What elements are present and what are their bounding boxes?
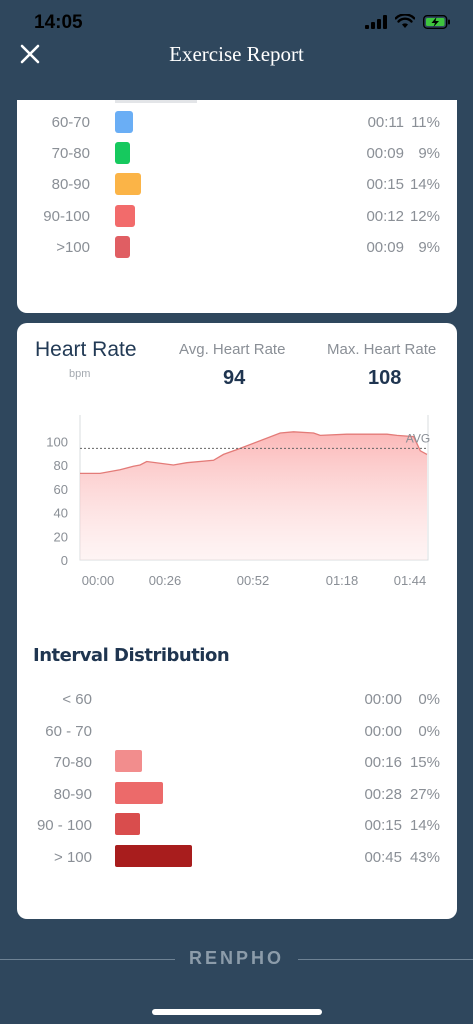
zone-time: 00:11: [367, 114, 404, 131]
zone-time: 00:12: [366, 208, 404, 225]
distribution-time: 00:45: [364, 848, 402, 866]
nav-bar: Exercise Report: [0, 34, 473, 74]
status-icons: [365, 14, 451, 29]
zone-label: 80-90: [51, 176, 90, 193]
zone-color-swatch: [115, 142, 130, 164]
distribution-time: 00:00: [364, 722, 402, 740]
y-tick-label: 80: [54, 458, 68, 473]
zone-label: 70-80: [51, 145, 90, 162]
zone-row: 90-100 00:12 12%: [17, 205, 457, 229]
zone-percent: 14%: [409, 176, 440, 193]
y-tick-label: 40: [54, 506, 68, 521]
zone-color-swatch: [115, 236, 130, 258]
heart-rate-title: Heart Rate: [35, 338, 137, 361]
cellular-signal-icon: [365, 14, 387, 29]
heart-rate-line: [80, 431, 428, 475]
footer-divider-left: [0, 959, 175, 960]
zone-label: 90-100: [43, 208, 90, 225]
distribution-percent: 27%: [409, 785, 440, 803]
avg-heart-rate-label: Avg. Heart Rate: [179, 341, 286, 358]
distribution-row: 90 - 100 00:15 14%: [17, 813, 457, 839]
zone-time: 00:09: [366, 239, 404, 256]
y-tick-label: 20: [54, 529, 68, 544]
distribution-label: 80-90: [53, 785, 92, 803]
close-icon: [20, 44, 40, 64]
heart-rate-chart: 100 80 60 40 20 0 00:00 00:26 00:52 01:18 01:44 AV…: [46, 415, 430, 588]
footer-divider-right: [298, 959, 473, 960]
heart-rate-area: [80, 431, 427, 560]
zone-percent: 11%: [411, 114, 440, 131]
home-indicator[interactable]: [152, 1009, 322, 1015]
distribution-bar: [115, 781, 163, 804]
distribution-row: > 100 00:45 43%: [17, 844, 457, 871]
interval-distribution-title: Interval Distribution: [33, 645, 230, 666]
divider: [115, 100, 197, 103]
wifi-icon: [395, 14, 415, 28]
zone-label: >100: [56, 239, 90, 256]
heart-rate-unit: bpm: [69, 368, 91, 380]
status-bar: 14:05: [0, 0, 473, 44]
max-heart-rate-value: 108: [368, 367, 402, 389]
zone-color-swatch: [115, 205, 135, 227]
close-button[interactable]: [18, 42, 42, 66]
distribution-row: 80-90 00:28 27%: [17, 781, 457, 808]
zone-time: 00:15: [366, 176, 404, 193]
zone-percent: 12%: [409, 208, 440, 225]
zone-percent: 9%: [418, 239, 440, 256]
zone-color-swatch: [115, 173, 141, 195]
heart-rate-card: Heart Rate bpm Avg. Heart Rate 94 Max. H…: [17, 323, 457, 919]
distribution-label: < 60: [62, 691, 92, 708]
distribution-row: < 60 00:00 0%: [17, 687, 457, 713]
distribution-row: 60 - 70 00:00 0%: [17, 719, 457, 745]
distribution-label: 60 - 70: [45, 722, 92, 740]
x-tick-label: 00:52: [237, 573, 270, 588]
distribution-percent: 14%: [409, 817, 440, 834]
distribution-time: 00:16: [364, 754, 402, 771]
avg-line-label: AVG: [406, 431, 430, 445]
battery-charging-icon: [423, 14, 450, 29]
y-tick-label: 100: [46, 434, 68, 449]
distribution-label: 70-80: [53, 754, 92, 771]
x-tick-label: 00:26: [149, 573, 182, 588]
distribution-bar: [115, 750, 142, 772]
status-time: 14:05: [34, 12, 83, 33]
distribution-label: 90 - 100: [36, 817, 92, 834]
zone-summary-card: 60-70 00:11 11% 70-80 00:09 9% 80-90 00:15 14% 90…: [17, 100, 457, 313]
distribution-bar: [115, 813, 140, 835]
distribution-time: 00:28: [364, 785, 402, 803]
distribution-row: 70-80 00:16 15%: [17, 750, 457, 776]
zone-row: 70-80 00:09 9%: [17, 142, 457, 166]
distribution-time: 00:00: [364, 691, 402, 708]
zone-percent: 9%: [418, 145, 440, 162]
zone-time: 00:09: [366, 145, 404, 162]
zone-label: 60-70: [51, 114, 90, 131]
distribution-percent: 0%: [418, 691, 440, 708]
max-heart-rate-label: Max. Heart Rate: [327, 341, 437, 358]
y-tick-label: 60: [54, 482, 68, 497]
avg-heart-rate-value: 94: [223, 367, 246, 389]
renpho-logo: RENPHO: [188, 948, 284, 968]
x-tick-label: 01:18: [326, 573, 359, 588]
x-tick-label: 01:44: [394, 573, 427, 588]
distribution-time: 00:15: [364, 817, 402, 834]
page-title: Exercise Report: [169, 42, 304, 66]
y-tick-label: 0: [61, 553, 68, 568]
distribution-percent: 0%: [418, 722, 440, 740]
distribution-percent: 15%: [409, 754, 440, 771]
zone-color-swatch: [115, 111, 133, 133]
zone-row: 80-90 00:15 14%: [17, 173, 457, 197]
zone-row: >100 00:09 9%: [17, 236, 457, 260]
distribution-bar: [115, 844, 192, 867]
x-tick-label: 00:00: [82, 573, 115, 588]
zone-row: 60-70 00:11 11%: [17, 111, 457, 135]
distribution-label: > 100: [54, 848, 92, 866]
distribution-percent: 43%: [409, 848, 440, 866]
